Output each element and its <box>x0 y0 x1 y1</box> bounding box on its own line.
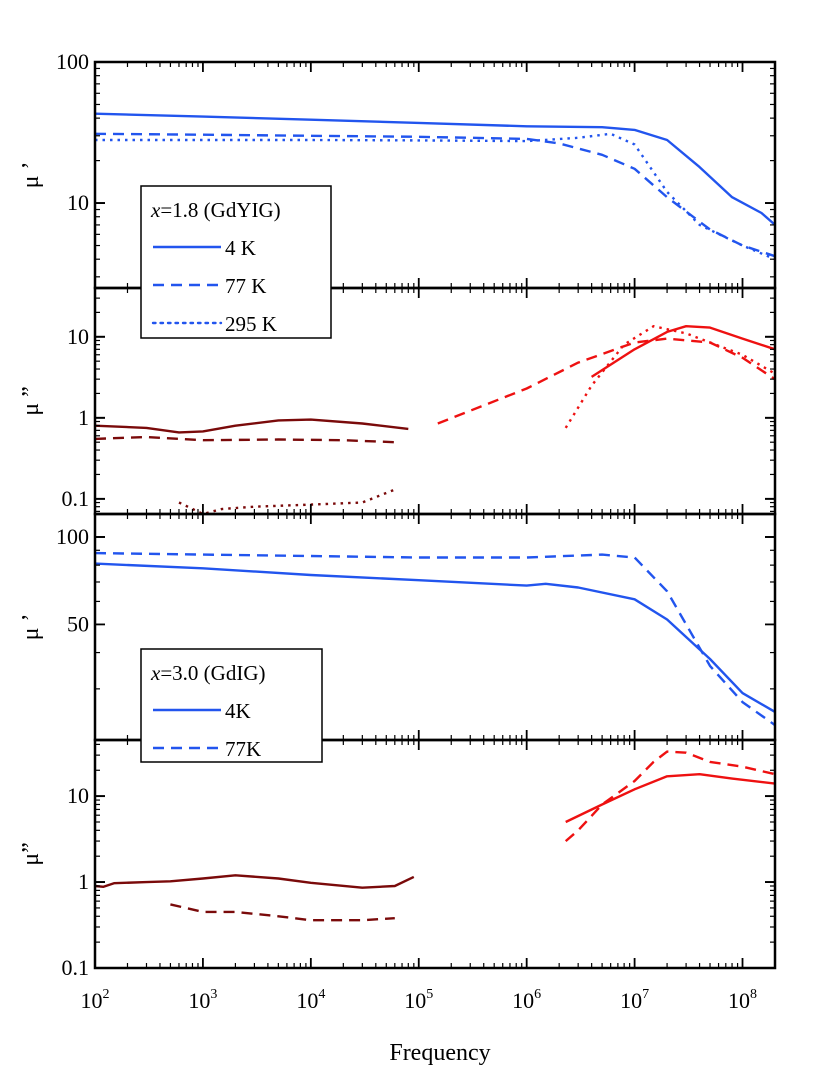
legend-title: x=1.8 (GdYIG) <box>150 198 281 222</box>
x-tick-label: 104 <box>296 987 325 1013</box>
x-tick-label: 103 <box>188 987 217 1013</box>
x-tick-label: 107 <box>620 987 649 1013</box>
series-line <box>95 435 395 444</box>
legend-label: 295 K <box>225 312 277 336</box>
x-tick-label: 108 <box>728 987 757 1013</box>
y-tick-label: 100 <box>56 524 89 549</box>
legends: x=1.8 (GdYIG) 4 K 77 K 295 K x=3.0 (GdIG) 4K 7… <box>140 185 332 763</box>
legend-label: 4 K <box>225 236 256 260</box>
y-tick-label: 10 <box>67 783 89 808</box>
y-tick-label: 1 <box>78 869 89 894</box>
series-line <box>95 112 775 226</box>
legend-box <box>140 648 323 763</box>
legend-label: 4K <box>225 699 251 723</box>
y-tick-label: 10 <box>67 324 89 349</box>
y-axis-label: μ ’ <box>18 614 44 641</box>
y-tick-label: 100 <box>56 49 89 74</box>
series-line <box>95 418 409 434</box>
panel-1-series <box>95 112 775 261</box>
legend-box <box>140 185 332 339</box>
x-axis: 102 103 104 105 106 107 108 <box>81 987 758 1013</box>
legend-title: x=3.0 (GdIG) <box>150 661 265 685</box>
series-line <box>437 337 775 425</box>
y-tick-label: 0.1 <box>62 486 90 511</box>
x-tick-label: 102 <box>81 987 110 1013</box>
legend-1: x=1.8 (GdYIG) 4 K 77 K 295 K <box>140 185 332 339</box>
y-tick-label: 50 <box>67 611 89 636</box>
axes-frames: 100 10 μ ’ 10 1 0.1 μ ” 100 50 μ ’ 10 1 0.1 μ” <box>18 49 777 980</box>
series-line <box>170 903 395 922</box>
x-axis-label: Frequency <box>389 1040 490 1066</box>
series-line <box>95 132 775 261</box>
x-tick-label: 105 <box>404 987 433 1013</box>
y-axis-label: μ” <box>18 842 44 866</box>
series-line <box>95 874 415 889</box>
legend-label: 77K <box>225 737 261 761</box>
series-line <box>564 325 775 429</box>
series-line <box>565 773 775 824</box>
series-line <box>95 132 775 258</box>
y-tick-label: 1 <box>78 405 89 430</box>
y-tick-label: 0.1 <box>62 955 90 980</box>
legend-label: 77 K <box>225 274 266 298</box>
panel-4-frame <box>93 738 777 970</box>
legend-2: x=3.0 (GdIG) 4K 77K <box>140 648 323 763</box>
series-line <box>95 562 775 713</box>
y-axis-label: μ ” <box>18 386 44 416</box>
panel-2-series <box>95 325 775 514</box>
y-axis-label: μ ’ <box>18 162 44 189</box>
series-line <box>95 551 775 727</box>
panel-4-series <box>95 750 775 922</box>
series-line <box>590 325 775 378</box>
data-series <box>95 112 775 922</box>
series-line <box>564 750 775 843</box>
x-tick-label: 106 <box>512 987 541 1013</box>
y-tick-label: 10 <box>67 190 89 215</box>
panel-3-series <box>95 551 775 727</box>
